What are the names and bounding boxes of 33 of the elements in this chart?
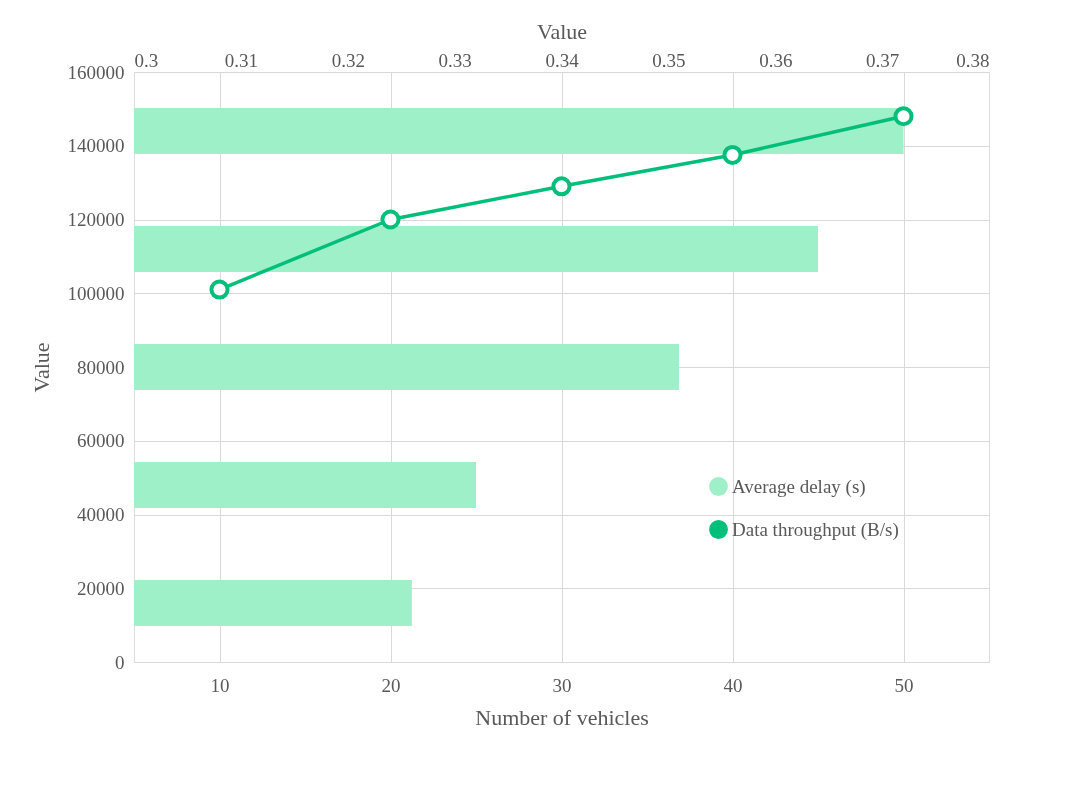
point (551, 176, 572, 197)
y-tick-label: 80000 (77, 356, 125, 378)
x-tick-label: 0.33 (438, 49, 472, 71)
x-tick-label: 0.31 (224, 49, 258, 71)
x-tick-label: 20 (381, 674, 401, 696)
point (380, 209, 401, 230)
point (893, 106, 914, 127)
y-tick-label: 160000 (67, 61, 125, 83)
x-tick-label: 50 (894, 674, 914, 696)
x-tick-label: 0.35 (652, 49, 686, 71)
y-axis-title: Value (28, 342, 54, 393)
y-tick-label: 0 (115, 651, 125, 673)
y-tick-label: 20000 (77, 577, 125, 599)
legend-label: Average delay (s) (732, 475, 866, 498)
point (209, 279, 230, 300)
x-tick-label: 0.3 (134, 49, 159, 71)
x-axis-title: Number of vehicles (475, 704, 649, 730)
y-tick-label: 100000 (67, 282, 125, 304)
y-tick-label: 40000 (77, 504, 125, 525)
y-tick-label: 120000 (67, 209, 125, 230)
x-tick-label: 10 (210, 674, 230, 696)
x-tick-label: 0.36 (759, 49, 793, 71)
legend-label: Data throughput (B/s) (732, 518, 899, 541)
x-tick-label: 0.37 (866, 49, 900, 71)
y-tick-label: 140000 (67, 135, 125, 157)
x-tick-label: 40 (723, 674, 743, 696)
y-tick-label: 60000 (77, 430, 125, 452)
x-axis-title: Value (536, 18, 588, 44)
x-tick-label: 0.34 (545, 49, 580, 71)
x-tick-label: 0.32 (331, 49, 365, 71)
x-tick-label: 30 (552, 674, 572, 696)
point (722, 144, 743, 166)
x-tick-label: 0.38 (956, 49, 990, 71)
